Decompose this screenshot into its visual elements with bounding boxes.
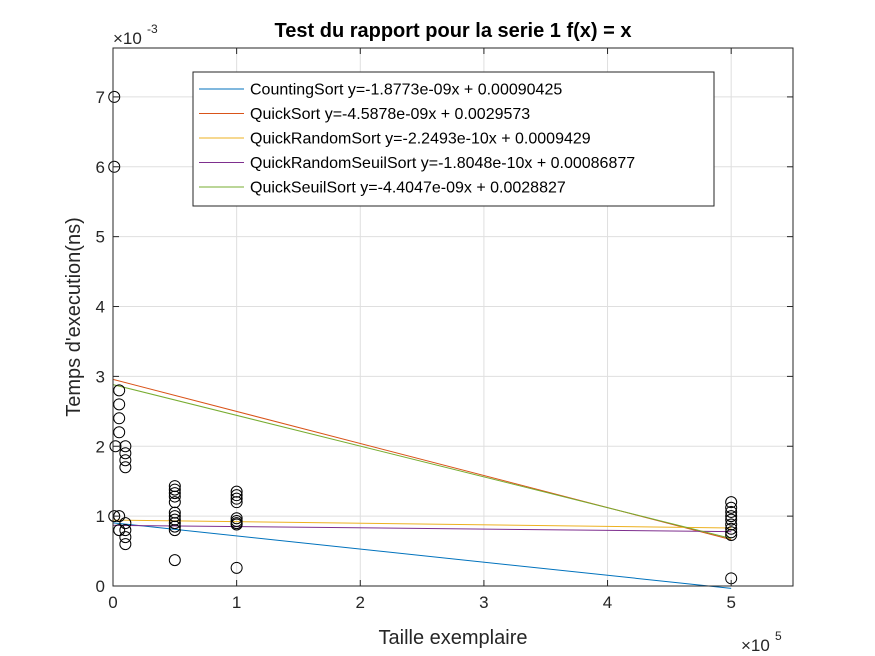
data-point bbox=[119, 517, 132, 530]
data-point bbox=[230, 496, 243, 509]
data-point bbox=[725, 505, 738, 518]
legend-label: QuickRandomSeuilSort y=-1.8048e-10x + 0.… bbox=[250, 155, 635, 172]
legend-label: QuickSeuilSort y=-4.4047e-09x + 0.002882… bbox=[250, 180, 566, 197]
legend-label: QuickSort y=-4.5878e-09x + 0.0029573 bbox=[250, 106, 530, 123]
y-tick-label: 3 bbox=[96, 367, 105, 386]
data-point bbox=[109, 440, 122, 453]
fit-line bbox=[112, 524, 732, 533]
data-point bbox=[168, 520, 181, 533]
data-point bbox=[230, 512, 243, 525]
data-point bbox=[168, 490, 181, 503]
legend-label: QuickRandomSort y=-2.2493e-10x + 0.00094… bbox=[250, 131, 591, 148]
data-point bbox=[113, 412, 126, 425]
axis-ticks: 0 1 2 3 4 5 0 1 2 3 4 5 6 7 bbox=[96, 48, 793, 612]
legend: CountingSort y=-1.8773e-09x + 0.00090425… bbox=[192, 71, 715, 207]
fit-line bbox=[112, 519, 732, 529]
x-tick-label: 5 bbox=[726, 593, 735, 612]
data-point bbox=[725, 496, 738, 509]
y-tick-label: 1 bbox=[96, 507, 105, 526]
y-tick-label: 4 bbox=[96, 298, 105, 317]
data-point bbox=[113, 384, 126, 397]
data-point bbox=[168, 496, 181, 509]
y-tick-label: 7 bbox=[96, 88, 105, 107]
data-point bbox=[230, 492, 243, 505]
data-point bbox=[119, 454, 132, 467]
y-axis-title: Temps d'execution(ns) bbox=[63, 217, 85, 416]
data-point bbox=[119, 447, 132, 460]
fit-line bbox=[112, 384, 732, 539]
data-point bbox=[168, 480, 181, 493]
x-exponent-base: ×10 bbox=[741, 636, 770, 655]
data-point bbox=[168, 506, 181, 519]
x-tick-label: 0 bbox=[108, 593, 117, 612]
y-exponent-base: ×10 bbox=[113, 29, 142, 48]
scatter-points bbox=[108, 90, 738, 585]
x-tick-label: 3 bbox=[479, 593, 488, 612]
plot-border bbox=[112, 47, 794, 587]
data-point bbox=[108, 510, 121, 523]
x-exponent-power: 5 bbox=[775, 629, 782, 643]
data-point bbox=[113, 426, 126, 439]
fit-lines bbox=[112, 378, 732, 589]
data-point bbox=[113, 398, 126, 411]
data-point bbox=[168, 513, 181, 526]
y-tick-label: 5 bbox=[96, 228, 105, 247]
data-point bbox=[230, 561, 243, 574]
x-axis-exponent: ×10 5 bbox=[741, 629, 782, 655]
data-point bbox=[168, 524, 181, 537]
data-point bbox=[119, 531, 132, 544]
y-tick-label: 2 bbox=[96, 437, 105, 456]
data-point bbox=[119, 524, 132, 537]
data-point bbox=[168, 517, 181, 530]
y-tick-label: 0 bbox=[96, 577, 105, 596]
x-tick-label: 4 bbox=[603, 593, 612, 612]
x-axis-title: Taille exemplaire bbox=[379, 627, 528, 649]
data-point bbox=[108, 160, 121, 173]
data-point bbox=[119, 461, 132, 474]
data-point bbox=[168, 510, 181, 523]
data-point bbox=[119, 440, 132, 453]
data-point bbox=[725, 526, 738, 539]
x-tick-label: 1 bbox=[232, 593, 241, 612]
data-point bbox=[725, 501, 738, 514]
data-point bbox=[725, 522, 738, 535]
data-point bbox=[168, 554, 181, 567]
data-point bbox=[119, 538, 132, 551]
legend-label: CountingSort y=-1.8773e-09x + 0.00090425 bbox=[250, 82, 562, 99]
legend-box bbox=[192, 71, 715, 207]
data-point bbox=[725, 518, 738, 531]
fit-line bbox=[112, 522, 732, 589]
y-exponent-power: -3 bbox=[147, 22, 158, 36]
chart-title: Test du rapport pour la serie 1 f(x) = x bbox=[275, 20, 632, 42]
y-tick-label: 6 bbox=[96, 158, 105, 177]
data-point bbox=[108, 90, 121, 103]
data-point bbox=[168, 483, 181, 496]
data-point bbox=[230, 518, 243, 531]
data-point bbox=[113, 524, 126, 537]
data-point bbox=[725, 513, 738, 526]
legend-items: CountingSort y=-1.8773e-09x + 0.00090425… bbox=[199, 82, 635, 197]
data-point bbox=[168, 487, 181, 500]
x-tick-label: 2 bbox=[356, 593, 365, 612]
y-axis-exponent: ×10 -3 bbox=[113, 22, 158, 48]
data-point bbox=[725, 528, 738, 541]
data-point bbox=[725, 510, 738, 523]
data-point bbox=[230, 485, 243, 498]
data-point bbox=[230, 489, 243, 502]
